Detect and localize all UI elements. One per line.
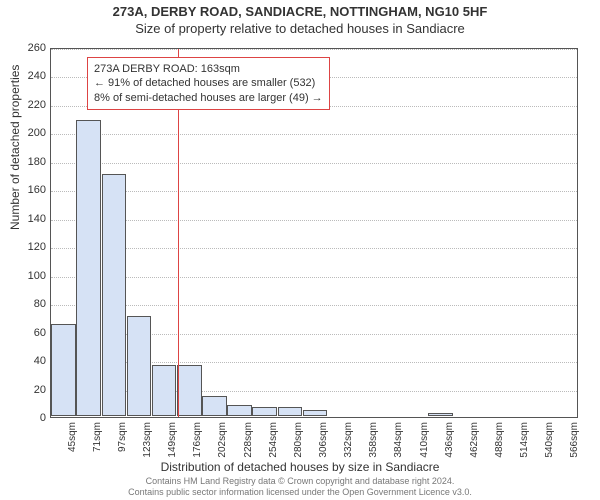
y-tick-label: 220 xyxy=(18,99,46,111)
histogram-bar xyxy=(227,405,252,416)
gridline xyxy=(51,248,577,249)
annotation-line: 273A DERBY ROAD: 163sqm xyxy=(94,62,323,76)
x-tick-label: 566sqm xyxy=(569,422,580,458)
histogram-bar xyxy=(127,316,152,416)
x-tick-label: 384sqm xyxy=(393,422,404,458)
x-tick-label: 71sqm xyxy=(92,422,103,452)
histogram-bar xyxy=(102,174,127,416)
histogram-bar xyxy=(278,407,303,416)
x-tick-label: 306sqm xyxy=(318,422,329,458)
y-tick-label: 140 xyxy=(18,213,46,225)
y-tick-label: 160 xyxy=(18,184,46,196)
footer: Contains HM Land Registry data © Crown c… xyxy=(0,476,600,498)
x-tick-label: 45sqm xyxy=(67,422,78,452)
y-tick-label: 20 xyxy=(18,384,46,396)
y-tick-label: 40 xyxy=(18,355,46,367)
y-tick-label: 120 xyxy=(18,241,46,253)
x-tick-label: 123sqm xyxy=(142,422,153,458)
gridline xyxy=(51,163,577,164)
footer-line-2: Contains public sector information licen… xyxy=(0,487,600,498)
y-tick-label: 240 xyxy=(18,70,46,82)
histogram-bar xyxy=(428,413,453,416)
plot-area: 273A DERBY ROAD: 163sqm← 91% of detached… xyxy=(50,48,578,418)
x-tick-label: 540sqm xyxy=(544,422,555,458)
x-tick-label: 280sqm xyxy=(293,422,304,458)
gridline xyxy=(51,220,577,221)
histogram-bar xyxy=(252,407,277,416)
y-tick-label: 60 xyxy=(18,327,46,339)
histogram-bar xyxy=(303,410,328,416)
histogram-bar xyxy=(202,396,227,416)
x-tick-label: 254sqm xyxy=(268,422,279,458)
y-tick-label: 0 xyxy=(18,412,46,424)
x-tick-label: 436sqm xyxy=(444,422,455,458)
x-tick-label: 202sqm xyxy=(217,422,228,458)
title-block: 273A, DERBY ROAD, SANDIACRE, NOTTINGHAM,… xyxy=(0,0,600,36)
annotation-box: 273A DERBY ROAD: 163sqm← 91% of detached… xyxy=(87,57,330,110)
histogram-bar xyxy=(51,324,76,417)
gridline xyxy=(51,277,577,278)
x-tick-label: 514sqm xyxy=(519,422,530,458)
y-tick-label: 100 xyxy=(18,270,46,282)
annotation-line: 8% of semi-detached houses are larger (4… xyxy=(94,91,323,105)
page-title: 273A, DERBY ROAD, SANDIACRE, NOTTINGHAM,… xyxy=(0,4,600,19)
x-tick-label: 410sqm xyxy=(419,422,430,458)
gridline xyxy=(51,49,577,50)
x-tick-label: 149sqm xyxy=(167,422,178,458)
y-tick-label: 260 xyxy=(18,42,46,54)
x-tick-label: 228sqm xyxy=(243,422,254,458)
x-tick-label: 176sqm xyxy=(192,422,203,458)
y-tick-label: 180 xyxy=(18,156,46,168)
annotation-line: ← 91% of detached houses are smaller (53… xyxy=(94,76,323,90)
gridline xyxy=(51,134,577,135)
x-tick-label: 97sqm xyxy=(117,422,128,452)
plot-outer: 020406080100120140160180200220240260 45s… xyxy=(50,48,578,418)
chart-container: 273A, DERBY ROAD, SANDIACRE, NOTTINGHAM,… xyxy=(0,0,600,500)
x-tick-label: 462sqm xyxy=(469,422,480,458)
page-subtitle: Size of property relative to detached ho… xyxy=(0,21,600,36)
x-axis-label: Distribution of detached houses by size … xyxy=(0,460,600,474)
x-tick-label: 488sqm xyxy=(494,422,505,458)
y-tick-label: 200 xyxy=(18,127,46,139)
gridline xyxy=(51,191,577,192)
histogram-bar xyxy=(152,365,177,416)
footer-line-1: Contains HM Land Registry data © Crown c… xyxy=(0,476,600,487)
histogram-bar xyxy=(177,365,202,416)
x-tick-label: 358sqm xyxy=(368,422,379,458)
histogram-bar xyxy=(76,120,101,416)
x-tick-label: 332sqm xyxy=(343,422,354,458)
y-tick-label: 80 xyxy=(18,298,46,310)
y-axis-label: Number of detached properties xyxy=(8,65,22,230)
gridline xyxy=(51,305,577,306)
